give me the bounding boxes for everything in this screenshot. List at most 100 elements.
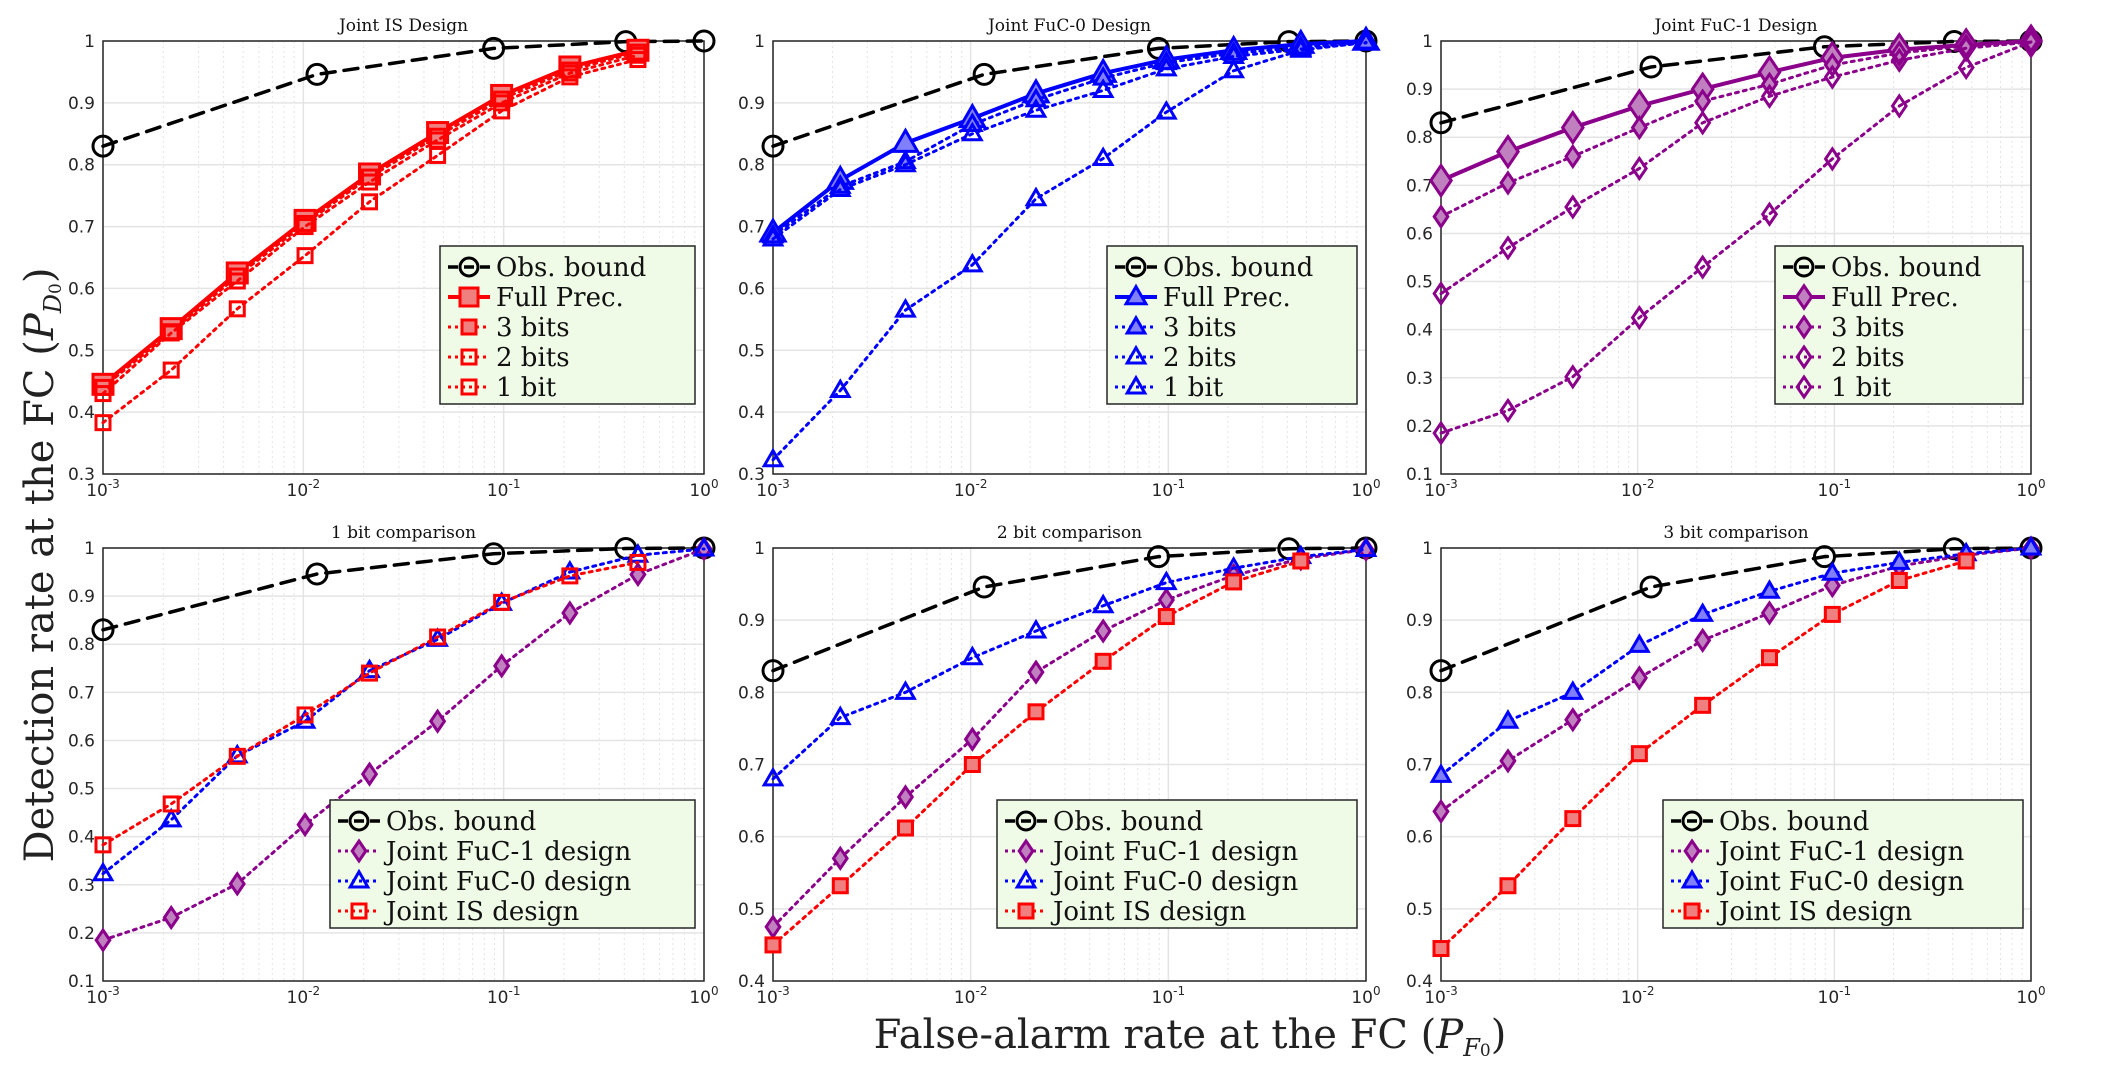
legend-label: Full Prec. xyxy=(1831,283,1959,313)
data-point xyxy=(296,247,314,265)
x-tick-label: 10-2 xyxy=(954,477,988,501)
series-1-bit xyxy=(94,51,647,432)
legend-label: Joint FuC-0 design xyxy=(1050,867,1298,897)
series-line xyxy=(1439,39,2033,219)
data-point xyxy=(894,297,917,318)
data-point xyxy=(761,134,785,158)
y-tick-label: 0.8 xyxy=(738,156,765,176)
data-point xyxy=(1292,552,1310,570)
y-tick-label: 0.7 xyxy=(68,218,95,238)
y-tick-label: 0.3 xyxy=(738,465,765,485)
x-tick-exponent: -2 xyxy=(976,477,988,491)
data-point xyxy=(228,747,246,765)
y-tick-label: 0.9 xyxy=(1406,80,1433,100)
data-point xyxy=(1499,397,1517,424)
legend-label: 3 bits xyxy=(1163,313,1237,343)
data-point xyxy=(1758,579,1781,599)
y-tick-label: 0.6 xyxy=(1406,224,1433,244)
data-point xyxy=(1639,575,1663,599)
series-joint-fuc-1-design xyxy=(1432,535,2040,825)
series-joint-fuc-0-design xyxy=(761,537,1378,787)
y-tick-label: 1 xyxy=(754,32,765,52)
data-point xyxy=(1630,745,1648,763)
data-point xyxy=(1094,618,1112,644)
legend-marker xyxy=(350,838,368,864)
y-tick-label: 0.4 xyxy=(1406,321,1433,341)
y-tick-label: 0.7 xyxy=(738,756,765,776)
series-obs-bound xyxy=(1429,536,2043,683)
legend-label: Joint FuC-1 design xyxy=(1050,837,1298,867)
x-tick-exponent: -2 xyxy=(308,984,320,998)
axes-box xyxy=(772,40,1367,475)
data-point xyxy=(1429,659,1453,683)
data-point xyxy=(1432,798,1450,825)
y-tick-label: 0.2 xyxy=(1406,417,1433,437)
y-tick-label: 0.3 xyxy=(68,465,95,485)
y-tick-label: 1 xyxy=(1422,539,1433,559)
data-point xyxy=(1289,38,1313,58)
data-point xyxy=(831,845,849,871)
y-tick-label: 0.6 xyxy=(68,279,95,299)
data-point xyxy=(1760,649,1778,667)
x-tick-exponent: -3 xyxy=(1446,477,1458,491)
data-point xyxy=(293,709,317,729)
x-tick-exponent: 0 xyxy=(1373,984,1381,998)
data-point xyxy=(1812,545,1836,569)
data-point xyxy=(1564,143,1582,170)
legend-label: Obs. bound xyxy=(1831,253,1981,283)
y-tick-label: 0.4 xyxy=(68,403,95,423)
data-point xyxy=(361,168,379,186)
data-point xyxy=(1957,552,1975,570)
legend-label: Joint FuC-1 design xyxy=(383,837,631,867)
series-line xyxy=(1439,40,2033,435)
data-point xyxy=(1890,93,1908,119)
data-point xyxy=(972,575,996,599)
data-point xyxy=(896,819,914,837)
data-point xyxy=(629,553,647,571)
legend-marker xyxy=(458,286,480,308)
data-point xyxy=(228,300,246,318)
data-point xyxy=(159,807,183,828)
data-point xyxy=(561,567,579,585)
series-line xyxy=(1439,546,2033,673)
x-tick-label: 100 xyxy=(1351,477,1380,501)
data-point xyxy=(960,252,984,273)
series-line xyxy=(101,53,640,396)
legend-marker xyxy=(1017,838,1035,864)
panel-title: 3 bit comparison xyxy=(1663,523,1808,543)
legend-label: Joint FuC-1 design xyxy=(1716,837,1964,867)
data-point xyxy=(305,62,329,86)
data-point xyxy=(1561,680,1585,700)
x-tick-label: 10-2 xyxy=(1621,984,1655,1008)
axes-box xyxy=(102,547,705,982)
legend-box xyxy=(996,799,1358,929)
legend-label: Joint IS design xyxy=(1050,897,1247,927)
legend-marker xyxy=(460,318,478,336)
legend-marker xyxy=(1680,868,1704,889)
data-point xyxy=(1354,30,1378,50)
legend-box xyxy=(439,245,696,405)
data-point xyxy=(228,871,246,897)
x-tick-exponent: -2 xyxy=(1643,477,1655,491)
legend-label: 1 bit xyxy=(1831,373,1892,403)
series-2-bits xyxy=(761,30,1378,247)
legend-label: Obs. bound xyxy=(1163,253,1313,283)
legend-label: 3 bits xyxy=(1831,313,1905,343)
series-obs-bound xyxy=(91,536,716,642)
series-line xyxy=(1439,39,2033,183)
data-point xyxy=(91,618,115,642)
legend-label: 1 bit xyxy=(1163,373,1224,403)
x-tick-exponent: -1 xyxy=(1173,477,1185,491)
panel-1: 10-3 10-2 10-1 1000.30.40.50.60.70.80.91Joi… xyxy=(68,16,719,501)
y-tick-label: 1 xyxy=(1422,32,1433,52)
panel-2: 10-3 10-2 10-1 1000.30.40.50.60.70.80.91Joi… xyxy=(738,16,1381,501)
y-tick-label: 0.4 xyxy=(738,403,765,423)
data-point xyxy=(692,536,716,557)
data-point xyxy=(1694,110,1712,136)
data-point xyxy=(896,784,915,810)
data-point xyxy=(761,659,785,683)
